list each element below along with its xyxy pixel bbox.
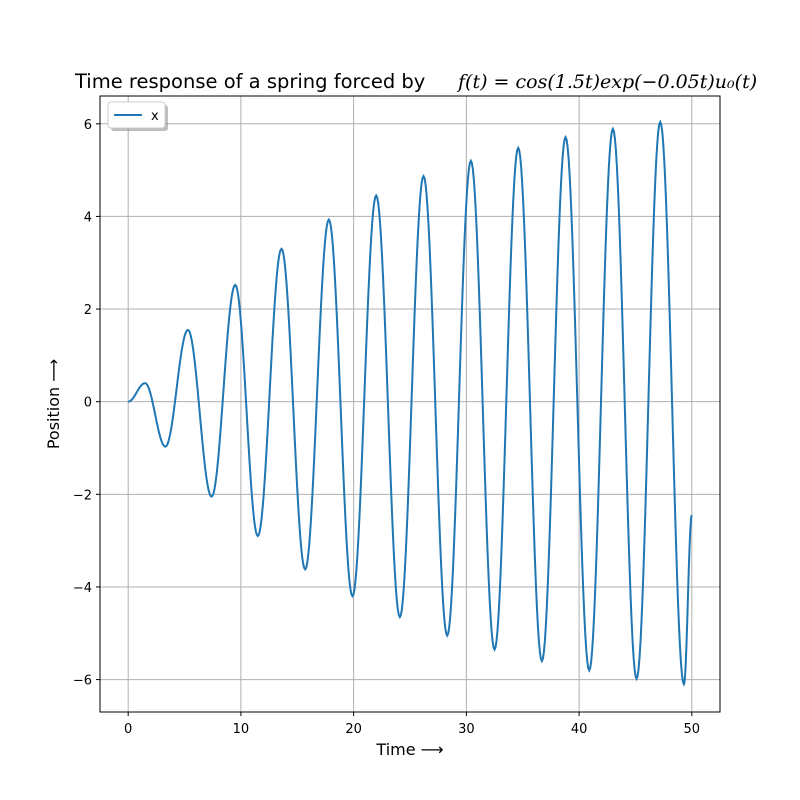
plot-frame [99,95,721,713]
y-tick-label: 0 [84,396,92,411]
grid [100,96,720,712]
x-tick-label: 0 [124,722,132,737]
chart-title: Time response of a spring forced by [74,70,425,93]
series-line-x [128,119,693,687]
x-tick-label: 40 [571,722,588,737]
x-tick-label: 50 [684,722,701,737]
y-tick-label: 6 [84,118,92,133]
y-tick-label: −2 [73,488,92,503]
x-tick-label: 10 [233,722,250,737]
y-axis-label: Position ⟶ [44,359,63,449]
legend: x [107,101,168,131]
x-tick-label: 20 [345,722,362,737]
y-tick-label: −6 [73,674,92,689]
chart-title-math: f(t) = cos(1.5t)exp(−0.05t)u₀(t) [456,71,757,93]
legend-label-x: x [151,109,159,124]
x-tick-label: 30 [458,722,475,737]
y-tick-label: 4 [84,210,92,225]
y-tick-label: −4 [73,581,92,596]
y-tick-label: 2 [84,303,92,318]
x-axis-label: Time ⟶ [375,740,443,759]
axis-ticks: 0 10 20 30 40 50 −6 −4 −2 0 2 4 6 [73,118,700,737]
